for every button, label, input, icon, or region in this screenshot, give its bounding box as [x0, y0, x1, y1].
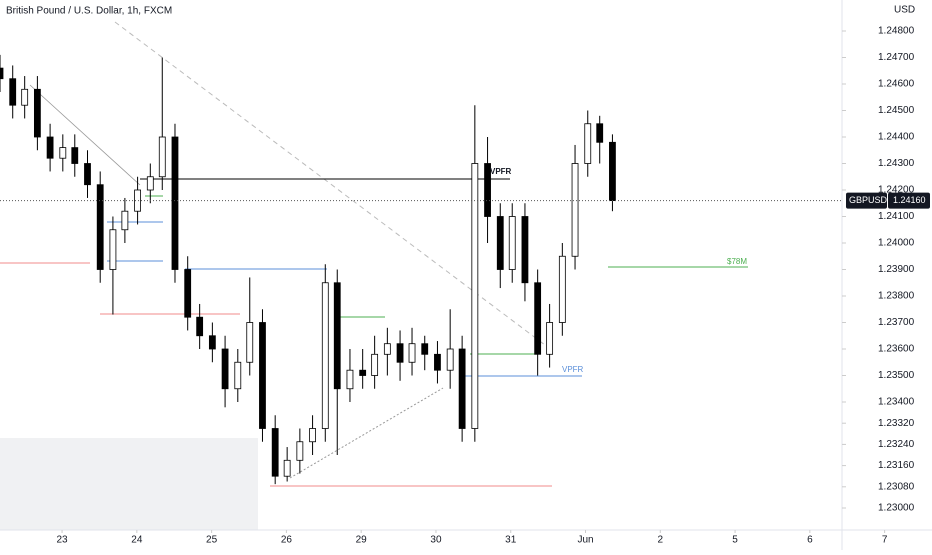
candle-body	[109, 229, 117, 270]
candle-body	[271, 428, 279, 477]
candle-body	[283, 459, 291, 477]
candle-body	[309, 428, 316, 443]
x-tick-label: 2	[658, 535, 664, 546]
candle-body	[346, 369, 354, 390]
candle-body	[196, 316, 204, 337]
y-tick-label: 1.23400	[878, 397, 915, 408]
shaded-box	[0, 438, 258, 530]
candle-body	[558, 255, 566, 323]
candle-body	[158, 136, 166, 178]
last-price-label: 1.24160	[893, 195, 926, 205]
candle-body	[471, 163, 479, 429]
y-tick-label: 1.23900	[878, 264, 915, 275]
candle-body	[434, 353, 441, 371]
trend-line	[289, 387, 444, 479]
x-tick-label: 23	[57, 535, 69, 546]
candle-body	[508, 216, 516, 270]
trend-line	[29, 84, 141, 186]
candle-body	[546, 322, 554, 355]
y-tick-label: 1.23700	[878, 317, 915, 328]
currency-label: USD	[894, 5, 915, 16]
candle-body	[134, 189, 141, 212]
candle-body	[184, 269, 192, 318]
y-tick-label: 1.24000	[878, 238, 915, 249]
x-tick-label: Jun	[577, 535, 593, 546]
candle-body	[321, 282, 329, 429]
candle-body	[46, 136, 54, 159]
symbol-label: GBPUSD	[849, 195, 888, 205]
x-tick-label: 26	[281, 535, 293, 546]
y-tick-label: 1.23000	[878, 503, 915, 514]
y-tick-label: 1.23080	[878, 481, 915, 492]
y-tick-label: 1.23500	[878, 370, 915, 381]
candle-body	[584, 123, 592, 164]
y-tick-label: 1.24400	[878, 132, 915, 143]
candle-body	[458, 348, 466, 429]
annotation: $78M	[727, 257, 747, 266]
y-tick-label: 1.23160	[878, 460, 915, 471]
x-tick-label: 5	[732, 535, 738, 546]
y-tick-label: 1.24500	[878, 105, 915, 116]
candle-body	[0, 67, 4, 80]
candle-body	[496, 216, 504, 270]
symbol-box	[846, 192, 887, 209]
candle-body	[383, 343, 391, 355]
candle-body	[59, 147, 67, 159]
candle-body	[333, 282, 341, 390]
candle-body	[534, 282, 542, 355]
candle-body	[121, 210, 129, 231]
candle-body	[33, 88, 41, 138]
candle-body	[96, 184, 104, 270]
y-tick-label: 1.24600	[878, 79, 915, 90]
candle-body	[446, 348, 454, 371]
candle-body	[246, 322, 254, 363]
candle-body	[221, 348, 229, 390]
candles	[0, 54, 616, 485]
candle-body	[421, 343, 429, 355]
candle-body	[359, 369, 367, 376]
x-tick-label: 25	[206, 535, 218, 546]
x-tick-label: 6	[807, 535, 813, 546]
y-tick-label: 1.23600	[878, 344, 915, 355]
candle-body	[484, 163, 491, 217]
candle-body	[571, 163, 579, 257]
chart-title: British Pound / U.S. Dollar, 1h, FXCM	[6, 6, 172, 17]
candle-body	[9, 78, 17, 106]
candle-body	[171, 136, 179, 270]
candle-body	[609, 141, 616, 202]
y-tick-label: 1.23320	[878, 418, 915, 429]
candle-body	[259, 322, 266, 429]
y-tick-label: 1.24700	[878, 52, 915, 63]
candle-body	[596, 123, 604, 143]
y-tick-label: 1.24200	[878, 185, 915, 196]
y-tick-label: 1.24300	[878, 158, 915, 169]
candle-body	[521, 216, 529, 284]
y-tick-label: 1.23800	[878, 291, 915, 302]
x-tick-label: 29	[356, 535, 368, 546]
price-box	[888, 192, 930, 209]
y-tick-label: 1.23240	[878, 439, 915, 450]
x-tick-label: 31	[505, 535, 517, 546]
candle-body	[71, 147, 79, 164]
candle-body	[208, 335, 216, 350]
candle-body	[296, 441, 304, 461]
candle-body	[21, 88, 29, 106]
annotation: VPFR	[490, 167, 512, 176]
annotation: VPFR	[562, 365, 584, 374]
y-tick-label: 1.24100	[878, 211, 915, 222]
x-tick-label: 24	[131, 535, 143, 546]
x-tick-label: 30	[430, 535, 442, 546]
candle-body	[146, 176, 154, 191]
x-tick-label: 7	[882, 535, 888, 546]
candle-body	[371, 353, 379, 376]
candle-body	[84, 163, 91, 186]
candle-body	[234, 361, 242, 390]
candle-body	[408, 343, 416, 363]
y-tick-label: 1.24800	[878, 26, 915, 37]
candle-body	[396, 343, 404, 363]
